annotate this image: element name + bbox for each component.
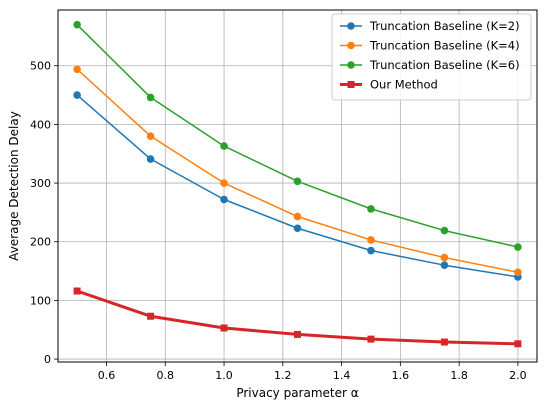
y-tick-label: 500 bbox=[30, 60, 51, 73]
axis-ticks: 0.6 0.8 1.0 1.2 1.4 1.6 1.8 2.0 0 100 200 300 400 500 bbox=[30, 60, 527, 382]
y-tick-label: 100 bbox=[30, 294, 51, 307]
data-point bbox=[367, 335, 375, 343]
data-point bbox=[367, 205, 375, 213]
y-tick-label: 400 bbox=[30, 118, 51, 131]
legend-swatch-marker bbox=[347, 41, 355, 50]
data-point bbox=[514, 243, 522, 251]
y-axis-label: Average Detection Delay bbox=[7, 111, 21, 261]
data-point bbox=[73, 20, 81, 29]
legend-box bbox=[331, 13, 532, 101]
y-tick-label: 300 bbox=[30, 177, 51, 190]
data-point bbox=[367, 236, 375, 244]
legend-swatch-marker bbox=[347, 81, 355, 88]
legend-item: Truncation Baseline (K=6) bbox=[340, 58, 520, 72]
data-point bbox=[293, 224, 302, 233]
x-tick-label: 1.4 bbox=[333, 369, 351, 382]
data-point bbox=[440, 261, 449, 270]
legend-label: Truncation Baseline (K=4) bbox=[369, 39, 520, 53]
legend-label: Our Method bbox=[370, 78, 438, 92]
x-tick-label: 0.6 bbox=[98, 369, 116, 382]
y-tick-label: 0 bbox=[44, 353, 51, 366]
legend-swatch-marker bbox=[347, 61, 355, 69]
data-point bbox=[514, 340, 522, 348]
data-point bbox=[146, 132, 155, 140]
legend-item: Truncation Baseline (K=2) bbox=[340, 19, 520, 33]
data-point bbox=[146, 93, 155, 102]
data-point bbox=[294, 330, 301, 338]
x-tick-label: 0.8 bbox=[157, 369, 175, 382]
x-tick-label: 1.8 bbox=[450, 369, 468, 382]
series-1 bbox=[73, 91, 522, 281]
series-layer bbox=[73, 20, 522, 348]
x-axis-label: Privacy parameter α bbox=[236, 386, 358, 400]
data-point bbox=[220, 195, 228, 204]
data-point bbox=[73, 287, 81, 295]
data-point bbox=[73, 65, 81, 74]
legend-label: Truncation Baseline (K=2) bbox=[369, 19, 520, 33]
legend-swatch-marker bbox=[347, 22, 355, 30]
data-point bbox=[293, 177, 302, 186]
plot-area-frame bbox=[57, 9, 538, 363]
data-point bbox=[73, 91, 81, 99]
data-point bbox=[367, 246, 375, 255]
data-point bbox=[146, 155, 155, 163]
legend-item: Truncation Baseline (K=4) bbox=[340, 39, 520, 53]
series-3 bbox=[73, 20, 522, 251]
data-point bbox=[440, 226, 449, 235]
data-point bbox=[440, 338, 448, 346]
data-point bbox=[220, 142, 228, 150]
series-line bbox=[76, 94, 519, 278]
legend-item: Our Method bbox=[340, 78, 438, 92]
data-point bbox=[293, 212, 302, 221]
series-4 bbox=[73, 287, 522, 348]
x-tick-label: 1.6 bbox=[392, 369, 410, 382]
data-point bbox=[220, 179, 228, 187]
legend-label: Truncation Baseline (K=6) bbox=[369, 58, 520, 72]
data-point bbox=[514, 268, 522, 277]
data-point bbox=[147, 312, 155, 320]
data-point bbox=[220, 324, 228, 332]
x-tick-label: 2.0 bbox=[509, 369, 527, 382]
x-tick-label: 1.0 bbox=[215, 369, 233, 382]
data-point bbox=[440, 253, 449, 262]
series-2 bbox=[73, 65, 522, 277]
y-tick-label: 200 bbox=[30, 236, 51, 249]
legend: Truncation Baseline (K=2) Truncation Base… bbox=[331, 13, 532, 101]
x-tick-label: 1.2 bbox=[274, 369, 292, 382]
